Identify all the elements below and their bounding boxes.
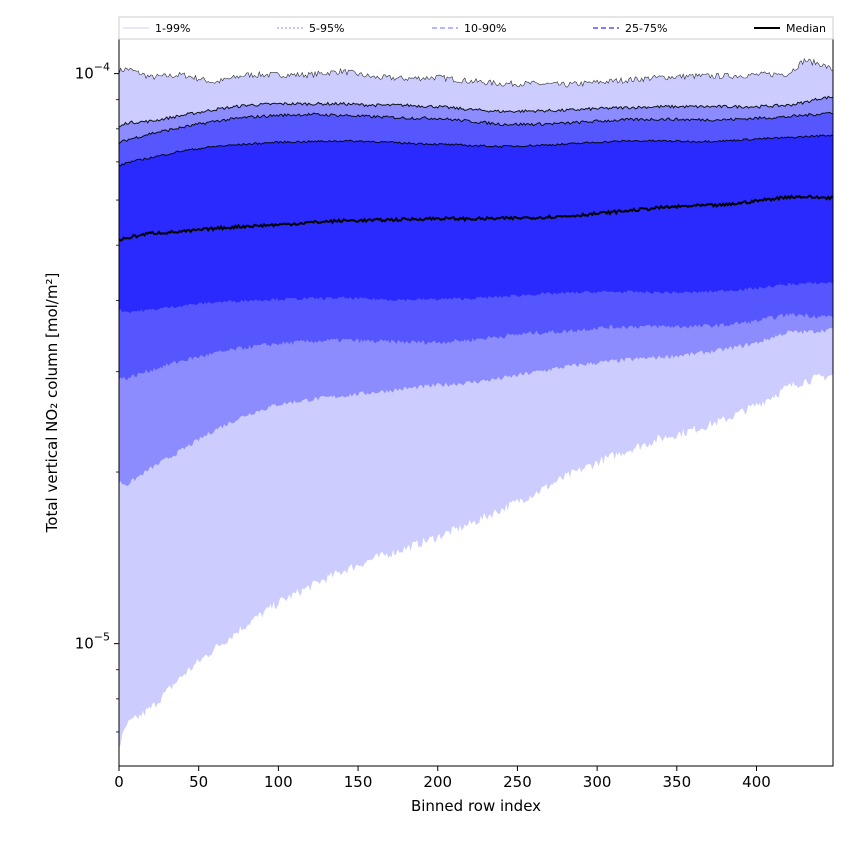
- legend-label: 1-99%: [155, 22, 190, 35]
- legend-label: 10-90%: [464, 22, 506, 35]
- x-axis-title: Binned row index: [411, 797, 541, 815]
- bands-layer: [119, 58, 833, 749]
- x-tick-label: 100: [264, 773, 293, 791]
- x-tick-label: 400: [742, 773, 771, 791]
- band-25-75%: [119, 134, 833, 314]
- x-tick-label: 0: [114, 773, 124, 791]
- band-edge-1-99%: [118, 57, 834, 88]
- x-tick-label: 50: [189, 773, 208, 791]
- x-tick-label: 300: [583, 773, 612, 791]
- legend-label: Median: [786, 22, 826, 35]
- y-tick-label: 10−5: [75, 631, 110, 653]
- band-edge-10-90%: [118, 111, 834, 145]
- x-axis: 0 50 100 150 200 250 300 350 400: [114, 766, 771, 791]
- band-edge-5-95%: [118, 95, 834, 128]
- legend-label: 5-95%: [309, 22, 344, 35]
- median-line: [118, 194, 834, 242]
- y-axis-title: Total vertical NO₂ column [mol/m²]: [43, 273, 61, 534]
- x-tick-label: 250: [503, 773, 532, 791]
- y-axis: 10−5 10−4: [75, 61, 119, 733]
- x-tick-label: 150: [344, 773, 373, 791]
- lines-layer: [118, 57, 834, 242]
- legend-frame: [118, 16, 834, 40]
- y-tick-label: 10−4: [75, 61, 110, 83]
- x-tick-label: 200: [423, 773, 452, 791]
- x-tick-label: 350: [662, 773, 691, 791]
- band-edge-25-75%: [118, 134, 834, 167]
- legend-label: 25-75%: [625, 22, 667, 35]
- legend: 1-99% 5-95% 10-90% 25-75% Median: [118, 16, 834, 40]
